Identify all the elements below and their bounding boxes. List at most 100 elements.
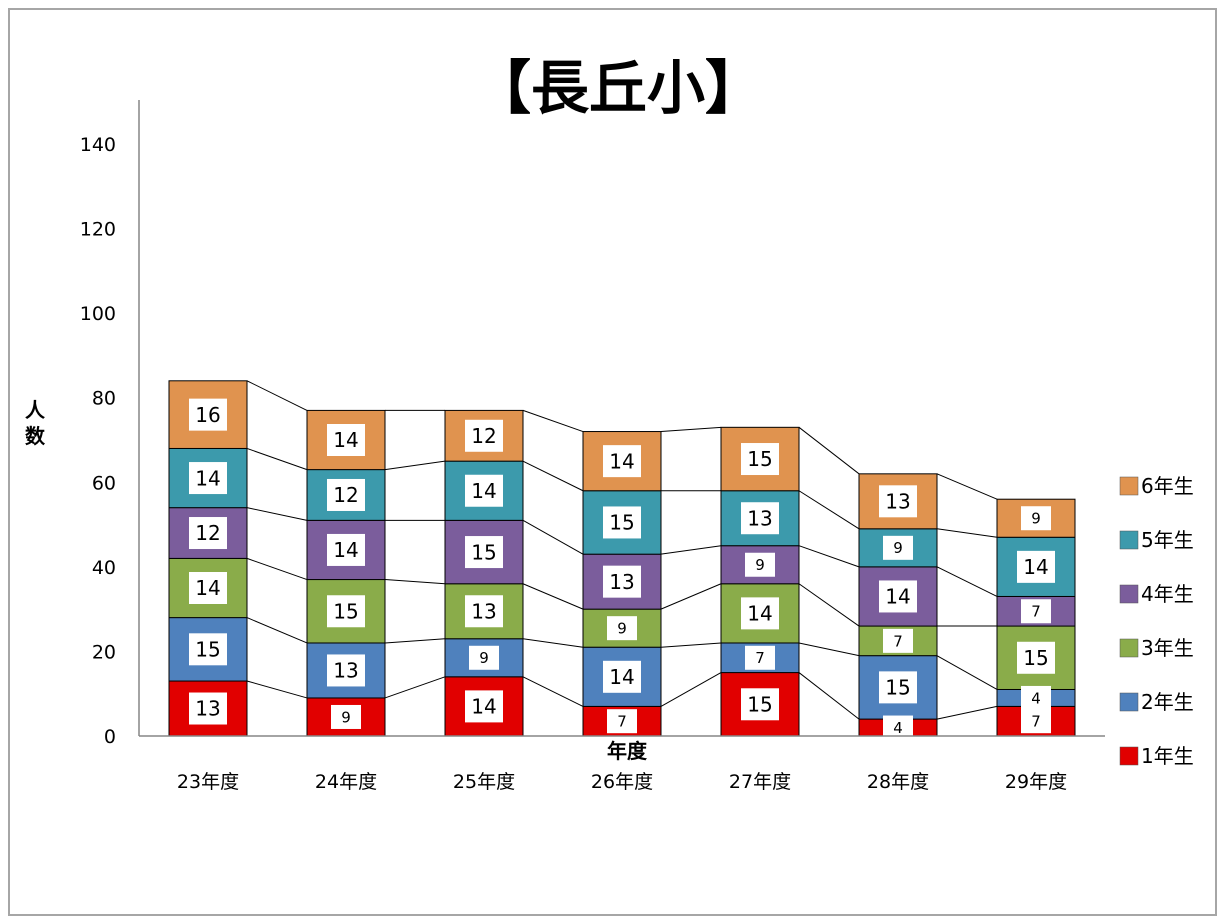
data-label: 13 (195, 697, 220, 721)
series-line (523, 584, 583, 609)
series-line (799, 643, 859, 656)
data-label: 9 (893, 539, 903, 557)
series-line (661, 643, 721, 647)
data-label: 9 (617, 620, 627, 638)
series-line (247, 618, 307, 643)
data-label: 9 (479, 649, 489, 667)
y-tick-label: 60 (92, 472, 116, 494)
data-label: 15 (609, 511, 634, 535)
series-line (799, 673, 859, 720)
data-label: 13 (333, 659, 358, 683)
series-line (247, 508, 307, 521)
series-line (799, 427, 859, 474)
data-label: 13 (747, 506, 772, 530)
y-tick-label: 0 (104, 726, 116, 748)
data-label: 14 (609, 665, 634, 689)
legend-label: 6年生 (1141, 474, 1194, 498)
series-line (247, 681, 307, 698)
y-tick-label: 120 (80, 219, 116, 241)
legend-swatch (1120, 477, 1138, 495)
data-label: 13 (471, 599, 496, 623)
data-label: 13 (885, 490, 910, 514)
data-label: 7 (893, 632, 903, 650)
y-tick-label: 100 (80, 303, 116, 325)
y-axis-title-char: 人 (25, 398, 46, 422)
x-tick-label: 27年度 (729, 771, 791, 793)
series-line (385, 677, 445, 698)
x-tick-label: 26年度 (591, 771, 653, 793)
y-tick-label: 140 (80, 134, 116, 156)
data-label: 15 (1023, 646, 1048, 670)
series-line (523, 520, 583, 554)
legend-swatch (1120, 747, 1138, 765)
series-line (247, 448, 307, 469)
data-label: 7 (1031, 713, 1041, 731)
legend-label: 4年生 (1141, 582, 1194, 606)
x-tick-label: 23年度 (177, 771, 239, 793)
legend-swatch (1120, 693, 1138, 711)
series-line (385, 461, 445, 469)
x-axis-title: 年度 (607, 739, 648, 763)
data-label: 15 (195, 638, 220, 662)
legend-label: 2年生 (1141, 690, 1194, 714)
series-line (799, 491, 859, 529)
data-label: 14 (195, 466, 220, 490)
data-label: 16 (195, 403, 220, 427)
y-axis-title-char: 数 (25, 424, 46, 448)
series-line (661, 427, 721, 431)
series-line (661, 546, 721, 554)
legend: 6年生 5年生 4年生 3年生 2年生 1年生 (1120, 474, 1194, 768)
data-label: 12 (333, 483, 358, 507)
legend-swatch (1120, 531, 1138, 549)
series-line (937, 567, 997, 597)
series-line (799, 584, 859, 626)
series-line (247, 381, 307, 411)
legend-label: 3年生 (1141, 636, 1194, 660)
series-line (523, 639, 583, 647)
series-line (247, 558, 307, 579)
data-label: 15 (471, 540, 496, 564)
data-label: 9 (755, 556, 765, 574)
series-line (937, 656, 997, 690)
data-label: 12 (471, 424, 496, 448)
y-tick-label: 40 (92, 557, 116, 579)
data-label: 14 (609, 449, 634, 473)
legend-swatch (1120, 639, 1138, 657)
data-label: 13 (609, 570, 634, 594)
data-label: 15 (747, 692, 772, 716)
data-label: 14 (471, 695, 496, 719)
data-label: 7 (1031, 603, 1041, 621)
series-line (799, 546, 859, 567)
data-label: 4 (893, 719, 903, 737)
data-label: 14 (747, 602, 772, 626)
series-line (937, 474, 997, 499)
legend-label: 1年生 (1141, 744, 1194, 768)
data-label: 7 (617, 713, 627, 731)
data-label: 9 (1031, 510, 1041, 528)
data-label: 9 (341, 708, 351, 726)
data-label: 14 (333, 538, 358, 562)
series-line (661, 673, 721, 707)
series-line (937, 706, 997, 719)
x-tick-label: 24年度 (315, 771, 377, 793)
series-line (937, 529, 997, 537)
data-label: 14 (885, 585, 910, 609)
data-label: 14 (333, 428, 358, 452)
chart-title: 【長丘小】 (473, 54, 763, 122)
y-tick-label: 20 (92, 641, 116, 663)
series-line (385, 580, 445, 584)
data-label: 7 (755, 649, 765, 667)
x-tick-label: 29年度 (1005, 771, 1067, 793)
data-label: 14 (1023, 555, 1048, 579)
data-label: 15 (747, 447, 772, 471)
series-line (385, 639, 445, 643)
data-label: 4 (1031, 689, 1041, 707)
y-axis-title: 人数 (25, 398, 46, 448)
series-line (523, 410, 583, 431)
legend-swatch (1120, 585, 1138, 603)
data-label: 12 (195, 521, 220, 545)
x-tick-label: 28年度 (867, 771, 929, 793)
legend-label: 5年生 (1141, 528, 1194, 552)
data-label: 15 (885, 676, 910, 700)
